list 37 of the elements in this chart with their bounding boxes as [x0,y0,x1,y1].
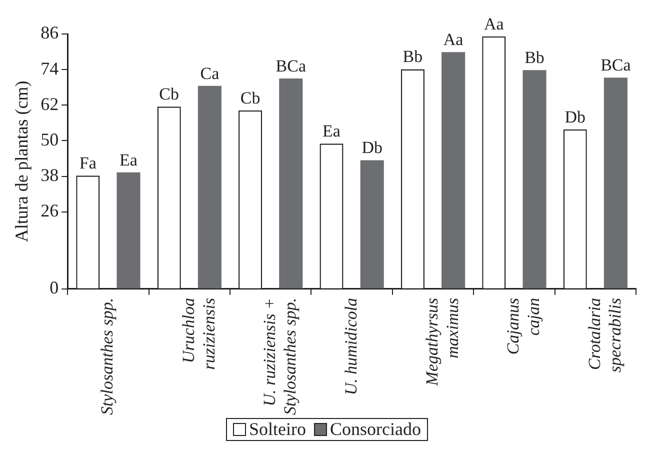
x-tick-label: Cajanus cajan [504,298,544,355]
data-label: Aa [484,14,504,34]
bar [360,160,384,288]
y-tick-label: 62 [40,94,59,114]
data-label: Ea [322,122,341,141]
y-tick-label: 86 [40,22,59,43]
bar [198,86,222,288]
data-label: Db [362,138,382,158]
y-tick-label: 74 [40,58,59,78]
data-label: Bb [524,48,544,68]
x-tick-label: Uruchloa ruziziensis [178,298,218,370]
data-label: Ca [200,64,220,83]
data-label: Cb [159,84,180,104]
data-label: Cb [240,88,260,108]
y-tick-label: 26 [40,200,59,221]
bar [279,78,303,288]
bar [116,172,140,288]
legend-label: Consorciado [330,419,421,440]
x-tick-label: Megathyrsus maximus [422,298,462,387]
x-tick-label: U. ruziziensis + Stylosanthes spp. [260,298,300,415]
data-label: Db [564,107,586,126]
legend-label: Solteiro [249,419,306,440]
y-axis-title: Altura de plantas (cm) [12,80,32,242]
bar [522,70,546,288]
x-tick-label: U. humidicola [341,298,360,396]
data-label: BCa [276,56,306,76]
x-tick-label: Stylosanthes spp. [98,298,117,415]
bar [604,78,628,288]
y-tick-label: 38 [40,165,59,185]
data-label: Aa [443,30,464,50]
bar [442,52,466,288]
y-tick-label: 0 [50,278,59,298]
y-tick-label: 50 [40,129,59,150]
data-label: Ea [120,150,138,170]
data-label: BCa [600,56,632,75]
data-label: Fa [79,154,97,173]
data-label: Bb [402,47,423,66]
